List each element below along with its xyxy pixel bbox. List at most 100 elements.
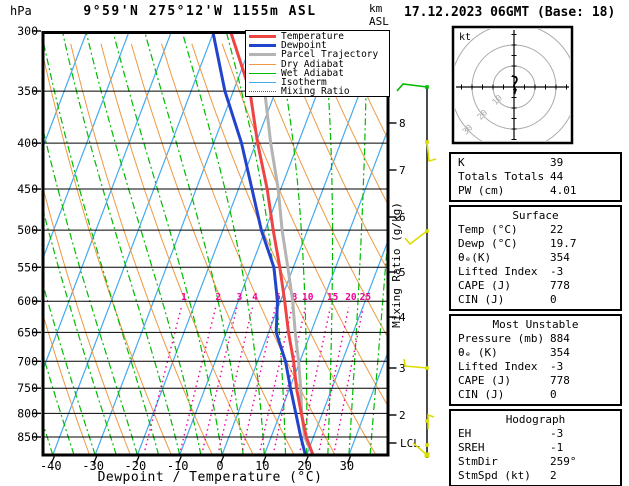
legend-swatch-wet-line <box>249 72 276 74</box>
legend-item-label: Isotherm <box>281 77 327 89</box>
table-row-label: θₑ(K) <box>458 251 492 264</box>
table-row-label: CIN (J) <box>458 293 505 306</box>
table-row-value: -3 <box>550 427 564 440</box>
temp-tick-label: 10 <box>255 459 269 473</box>
wind-barb-marker <box>425 140 429 144</box>
temp-tick <box>93 456 98 464</box>
table-row: CAPE (J) 778 <box>451 279 620 293</box>
isotherm-line <box>136 31 300 455</box>
wind-barb-marker <box>425 229 429 233</box>
table-row-label: Lifted Index <box>458 360 538 373</box>
legend-item-label: Temperature <box>281 31 344 43</box>
wind-barb <box>403 358 428 369</box>
table-row-value: 44 <box>550 170 564 183</box>
table-row-value: 259° <box>550 455 577 468</box>
table-row-value: 4.01 <box>550 184 577 197</box>
wet-adiabat-line <box>85 31 202 455</box>
pressure-tick-label: 550 <box>17 260 38 274</box>
mixing-ratio-value-label: 15 <box>327 292 339 303</box>
table-row: Dewp (°C) 19.7 <box>451 237 620 251</box>
temp-tick <box>262 456 267 464</box>
table-section-header: Hodograph <box>505 413 566 426</box>
table-row-label: StmDir <box>458 455 498 468</box>
pressure-tick-label: 750 <box>17 381 38 395</box>
temp-tick-label: 0 <box>216 459 223 473</box>
table-row: θₑ (K) 354 <box>451 346 620 360</box>
table-row: CAPE (J) 778 <box>451 374 620 388</box>
wet-adiabat-line <box>43 126 138 455</box>
wet-adiabat-line <box>369 228 388 455</box>
datetime-title: 17.12.2023 06GMT (Base: 18) <box>404 5 616 20</box>
wet-adiabat-line <box>181 31 265 455</box>
table-row: EH -3 <box>451 427 620 441</box>
wind-barb-marker <box>425 85 429 89</box>
dry-adiabat-line <box>70 43 213 455</box>
km-tick-label: 4 <box>399 311 406 324</box>
dewpoint-curve <box>211 31 307 455</box>
table-row-value: -1 <box>550 441 564 454</box>
wind-barb <box>427 413 435 429</box>
altitude-axis-unit: km ASL <box>369 2 389 28</box>
table-row-value: 354 <box>550 251 570 264</box>
pressure-tick-label: 450 <box>17 182 38 196</box>
table-row: Totals Totals 44 <box>451 170 620 184</box>
mixing-ratio-value-label: 4 <box>252 292 258 303</box>
hodograph-ring-label: 10 <box>491 93 505 107</box>
mixing-ratio-axis-label: Mixing Ratio (g/kg) <box>390 202 403 328</box>
wind-barb <box>426 141 437 163</box>
temp-tick <box>304 456 309 464</box>
station-title: 9°59'N 275°12'W 1155m ASL <box>83 4 317 19</box>
table-section-header: Surface <box>512 209 559 222</box>
indices-table-surface: Surface Temp (°C) 22 Dewp (°C) 19.7 θₑ(K) 354 L… <box>449 205 622 311</box>
indices-table: K 39 Totals Totals 44 PW (cm) 4.01 <box>449 152 622 202</box>
table-row-value: 354 <box>550 346 570 359</box>
km-tick-label: 8 <box>399 117 406 130</box>
temp-tick <box>219 456 225 464</box>
wet-adiabat-line <box>112 31 223 455</box>
isotherm-line <box>43 31 88 149</box>
wet-adiabat-line <box>61 31 181 455</box>
legend-swatch-dewpoint-line <box>249 44 276 48</box>
altitude-unit-km: km <box>369 2 383 15</box>
mixing-ratio-value-label: 10 <box>302 292 314 303</box>
hodograph-border <box>451 25 574 145</box>
table-row: Temp (°C) 22 <box>451 223 620 237</box>
table-row-value: 778 <box>550 279 570 292</box>
mixing-ratio-line <box>200 307 238 455</box>
temp-tick-label: -30 <box>82 459 104 473</box>
legend-item-label: Dry Adiabat <box>281 58 344 70</box>
table-row-label: Totals Totals <box>458 170 545 183</box>
mixing-ratio-line <box>272 307 306 455</box>
legend-swatch-mixing-line <box>249 91 276 93</box>
legend-swatch-dry-line <box>249 63 276 65</box>
altitude-unit-asl: ASL <box>369 15 389 28</box>
km-tick-label: 3 <box>399 362 406 375</box>
isotherm-line <box>43 31 130 260</box>
x-axis-label: Dewpoint / Temperature (°C) <box>97 470 323 485</box>
table-row: PW (cm) 4.01 <box>451 184 620 198</box>
hodograph-trace-arrow <box>513 89 517 95</box>
table-row-label: Dewp (°C) <box>458 237 518 250</box>
mixing-ratio-value-label: 20 <box>345 292 357 303</box>
table-row: StmSpd (kt) 2 <box>451 469 620 483</box>
table-row: SREH -1 <box>451 441 620 455</box>
table-row: Pressure (mb) 884 <box>451 332 620 346</box>
wet-adiabat-line <box>143 31 244 455</box>
wind-barb-marker <box>424 452 430 458</box>
table-row-value: 2 <box>550 469 557 482</box>
table-row: CIN (J) 0 <box>451 293 620 307</box>
wind-barb <box>396 83 428 92</box>
table-row-label: θₑ (K) <box>458 346 498 359</box>
legend-swatch-temperature-line <box>249 35 276 39</box>
wet-adiabat-line <box>348 31 367 455</box>
mixing-ratio-line <box>258 307 293 455</box>
mixing-ratio-line <box>332 307 364 455</box>
table-row-value: -3 <box>550 265 564 278</box>
indices-table-hodograph: Hodograph EH -3 SREH -1 StmDir 259° StmSpd (kt)… <box>449 409 622 486</box>
table-row-label: CAPE (J) <box>458 279 511 292</box>
temp-tick-label: -20 <box>125 459 147 473</box>
table-row: K 39 <box>451 156 620 170</box>
mixing-ratio-value-label: 1 <box>181 292 187 303</box>
